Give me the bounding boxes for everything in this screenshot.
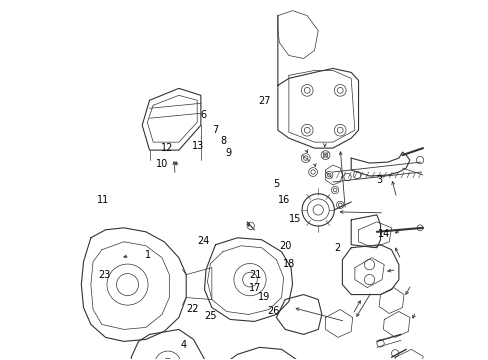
Text: 26: 26 [266,306,279,316]
Text: 22: 22 [186,304,198,314]
Text: 19: 19 [258,292,270,302]
Text: 8: 8 [220,136,225,145]
Text: 4: 4 [180,340,186,350]
Text: 18: 18 [283,259,295,269]
Text: 1: 1 [144,250,150,260]
Text: 7: 7 [212,125,219,135]
Text: 5: 5 [273,179,279,189]
Text: 16: 16 [277,195,289,205]
Text: 9: 9 [225,148,231,158]
Text: 23: 23 [98,270,111,280]
Text: 27: 27 [258,96,270,106]
Text: 2: 2 [334,243,340,253]
Text: 25: 25 [204,311,216,321]
Text: 21: 21 [248,270,261,280]
Text: 11: 11 [97,195,109,205]
Text: 12: 12 [161,143,173,153]
Text: 20: 20 [279,241,291,251]
Text: 13: 13 [191,141,203,151]
Text: 10: 10 [156,159,168,169]
Text: 17: 17 [248,283,261,293]
Text: 3: 3 [375,175,381,185]
Text: 24: 24 [197,236,209,246]
Text: 15: 15 [288,215,300,224]
Text: 14: 14 [377,229,390,239]
Text: 6: 6 [200,111,206,121]
